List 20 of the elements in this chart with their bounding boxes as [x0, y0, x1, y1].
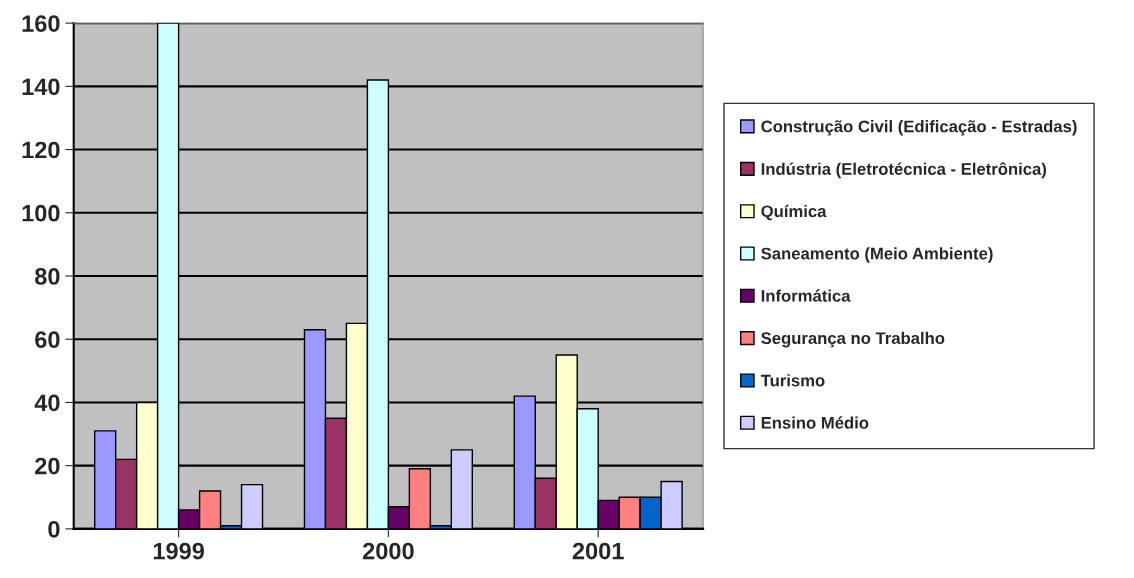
- y-tick-label: 160: [22, 15, 60, 32]
- x-tick-label: 1999: [153, 542, 204, 560]
- y-tick-label: 40: [34, 394, 60, 412]
- x-tick-label: 2000: [362, 542, 414, 560]
- y-tick-label: 120: [22, 141, 60, 159]
- legend-label: Segurança no Trabalho: [761, 331, 945, 348]
- y-tick-label: 140: [22, 78, 60, 96]
- legend-label: Construção Civil (Edificação - Estradas): [761, 120, 1077, 136]
- y-tick-label: 80: [35, 268, 60, 285]
- x-tick-label: 2001: [572, 542, 624, 560]
- legend-label: Turismo: [760, 374, 825, 387]
- legend-label: Indústria (Eletrotécnica - Eletrônica): [761, 162, 1047, 179]
- legend-label: Ensino Médio: [761, 416, 869, 429]
- legend-label: Saneamento (Meio Ambiente): [761, 247, 993, 263]
- legend-label: Química: [761, 204, 827, 221]
- y-tick-label: 60: [35, 331, 60, 348]
- y-tick-label: 100: [22, 204, 60, 222]
- y-tick-label: 0: [48, 520, 60, 538]
- legend-label: Informática: [761, 289, 851, 302]
- y-tick-label: 20: [35, 457, 60, 475]
